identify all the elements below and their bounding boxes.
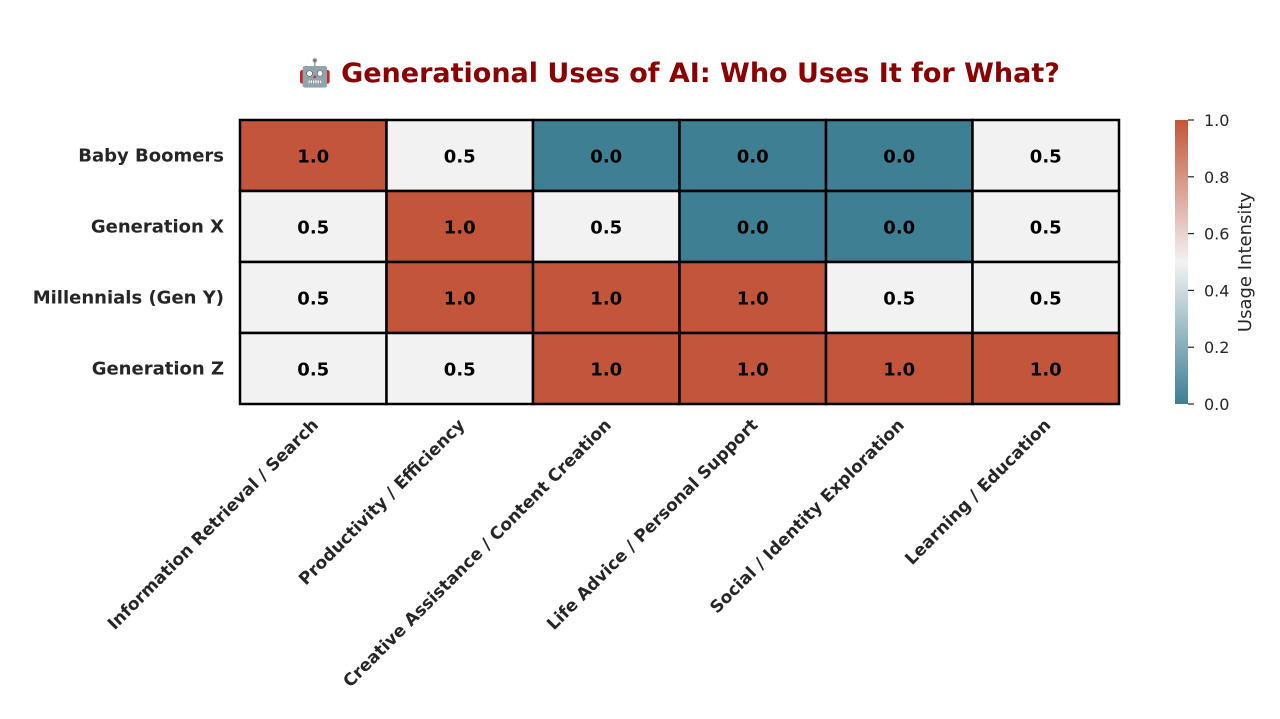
colorbar: 0.0 0.2 0.4 0.6 0.8 1.0 Usage Intensity xyxy=(1175,111,1256,414)
column-label: Information Retrieval / Search xyxy=(104,415,323,634)
heatmap-cell xyxy=(678,331,828,406)
chart-title: 🤖 Generational Uses of AI: Who Uses It f… xyxy=(298,57,1060,89)
cell-value-label: 0.5 xyxy=(883,289,915,310)
cell-value-label: 0.5 xyxy=(590,218,622,239)
cell-value-label: 0.5 xyxy=(297,289,329,310)
cell-value-label: 1.0 xyxy=(737,360,769,381)
heatmap-cell xyxy=(971,118,1121,193)
colorbar-tick-label: 0.4 xyxy=(1204,281,1229,300)
heatmap-cell xyxy=(971,189,1121,264)
heatmap-cell xyxy=(824,260,974,335)
cell-value-label: 0.5 xyxy=(297,360,329,381)
heatmap-cell xyxy=(238,118,388,193)
column-label: Creative Assistance / Content Creation xyxy=(340,415,616,691)
colorbar-gradient xyxy=(1175,120,1188,404)
cell-value-label: 0.0 xyxy=(737,147,769,168)
row-label: Baby Boomers xyxy=(78,146,224,167)
heatmap-cell xyxy=(385,118,535,193)
cell-value-label: 1.0 xyxy=(590,289,622,310)
colorbar-tick-label: 0.0 xyxy=(1204,395,1229,414)
heatmap-cell xyxy=(238,331,388,406)
colorbar-tick-label: 1.0 xyxy=(1204,111,1229,130)
cell-value-label: 1.0 xyxy=(444,289,476,310)
cell-value-label: 0.5 xyxy=(1030,147,1062,168)
cell-value-label: 0.5 xyxy=(1030,218,1062,239)
cell-value-label: 1.0 xyxy=(1030,360,1062,381)
cell-value-label: 0.5 xyxy=(444,360,476,381)
column-label: Learning / Education xyxy=(901,415,1055,569)
heatmap-cells: 1.0 0.5 0.0 0.0 0.0 0.5 0.5 1.0 0.5 0.0 0.0 0.5 0.5 1… xyxy=(238,118,1121,406)
heatmap-cell xyxy=(971,331,1121,406)
colorbar-ticks: 0.0 0.2 0.4 0.6 0.8 1.0 xyxy=(1188,111,1229,414)
column-labels: Information Retrieval / SearchProductivi… xyxy=(104,415,1055,691)
heatmap-cell xyxy=(385,260,535,335)
heatmap-cell xyxy=(531,331,681,406)
cell-value-label: 1.0 xyxy=(590,360,622,381)
heatmap-cell xyxy=(385,189,535,264)
cell-value-label: 0.5 xyxy=(1030,289,1062,310)
colorbar-tick-label: 0.2 xyxy=(1204,338,1229,357)
cell-value-label: 0.0 xyxy=(883,218,915,239)
heatmap-cell xyxy=(678,260,828,335)
column-label: Productivity / Efficiency xyxy=(295,415,469,589)
heatmap-cell xyxy=(385,331,535,406)
heatmap-cell xyxy=(971,260,1121,335)
cell-value-label: 0.0 xyxy=(883,147,915,168)
heatmap-cell xyxy=(678,189,828,264)
cell-value-label: 0.5 xyxy=(444,147,476,168)
heatmap-cell xyxy=(824,331,974,406)
cell-value-label: 1.0 xyxy=(444,218,476,239)
colorbar-tick-label: 0.8 xyxy=(1204,168,1229,187)
colorbar-label: Usage Intensity xyxy=(1235,192,1256,332)
cell-value-label: 1.0 xyxy=(737,289,769,310)
row-label: Generation X xyxy=(91,217,224,238)
row-label: Millennials (Gen Y) xyxy=(33,288,224,309)
colorbar-tick-label: 0.6 xyxy=(1204,225,1229,244)
cell-value-label: 0.0 xyxy=(590,147,622,168)
cell-value-label: 0.5 xyxy=(297,218,329,239)
cell-value-label: 1.0 xyxy=(297,147,329,168)
row-label: Generation Z xyxy=(92,359,224,380)
cell-value-label: 1.0 xyxy=(883,360,915,381)
cell-value-label: 0.0 xyxy=(737,218,769,239)
row-labels: Baby Boomers Generation X Millennials (Gen… xyxy=(33,146,224,380)
